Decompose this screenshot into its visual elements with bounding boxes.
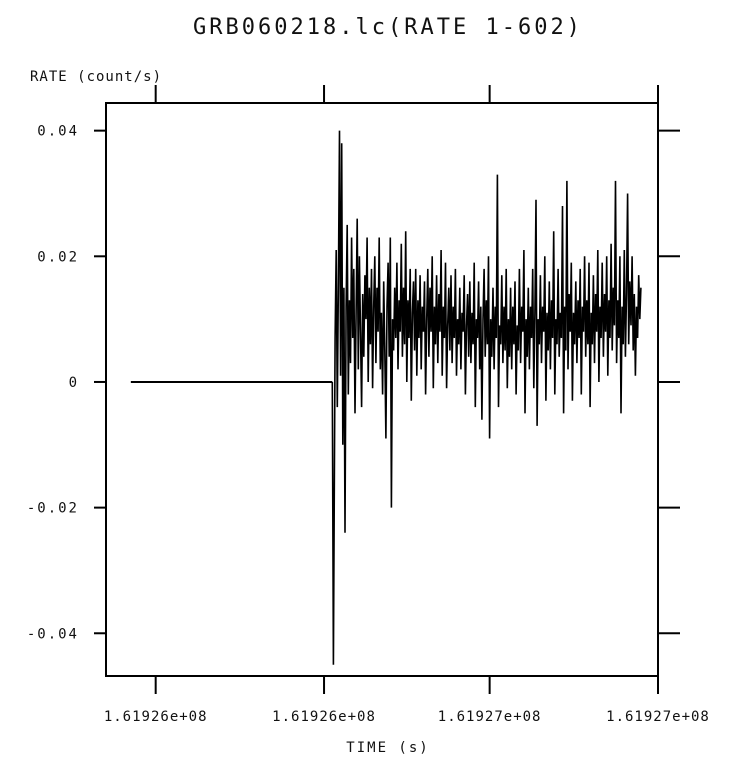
series-rate-line <box>331 130 642 665</box>
x-tick-label: 1.61926e+08 <box>272 709 376 725</box>
x-tick-label: 1.61927e+08 <box>438 709 542 725</box>
series-group <box>130 130 642 665</box>
plot-frame <box>105 102 659 677</box>
y-tick-label: 0.04 <box>37 124 79 140</box>
y-tick-label: 0.02 <box>37 249 79 265</box>
x-axis-label: TIME (s) <box>346 740 429 756</box>
x-tick-label: 1.61927e+08 <box>606 709 710 725</box>
y-axis-label: RATE (count/s) <box>30 69 162 85</box>
chart-title: GRB060218.lc(RATE 1-602) <box>193 15 583 40</box>
y-tick-label: -0.02 <box>27 501 79 517</box>
axis-ticks <box>94 85 680 694</box>
axis-tick-labels: -0.04 -0.02 0 0.02 0.04 1.61926e+08 1.61926e+0… <box>27 124 710 725</box>
y-tick-label: 0 <box>69 375 79 391</box>
x-tick-label: 1.61926e+08 <box>104 709 208 725</box>
y-tick-label: -0.04 <box>27 626 79 642</box>
